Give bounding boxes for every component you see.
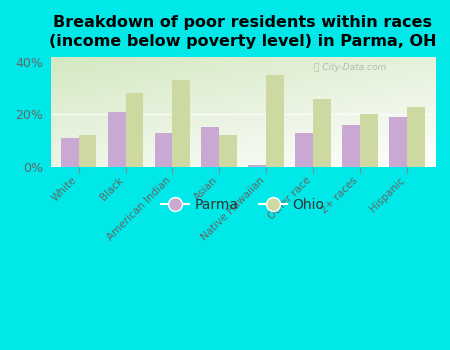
Text: ⓘ City-Data.com: ⓘ City-Data.com bbox=[314, 63, 387, 72]
Bar bbox=[389, 117, 407, 167]
Bar bbox=[61, 138, 79, 167]
Bar bbox=[248, 166, 266, 167]
Bar bbox=[407, 106, 425, 167]
Bar bbox=[342, 125, 360, 167]
Bar bbox=[360, 114, 378, 167]
Bar bbox=[126, 93, 144, 167]
Bar bbox=[155, 133, 172, 167]
Bar bbox=[219, 135, 237, 167]
Bar bbox=[172, 80, 190, 167]
Bar bbox=[295, 133, 313, 167]
Title: Breakdown of poor residents within races
(income below poverty level) in Parma, : Breakdown of poor residents within races… bbox=[49, 15, 436, 49]
Bar bbox=[79, 135, 96, 167]
Bar bbox=[202, 127, 219, 167]
Bar bbox=[108, 112, 126, 167]
Bar bbox=[313, 99, 331, 167]
Bar bbox=[266, 75, 284, 167]
Legend: Parma, Ohio: Parma, Ohio bbox=[155, 192, 330, 217]
